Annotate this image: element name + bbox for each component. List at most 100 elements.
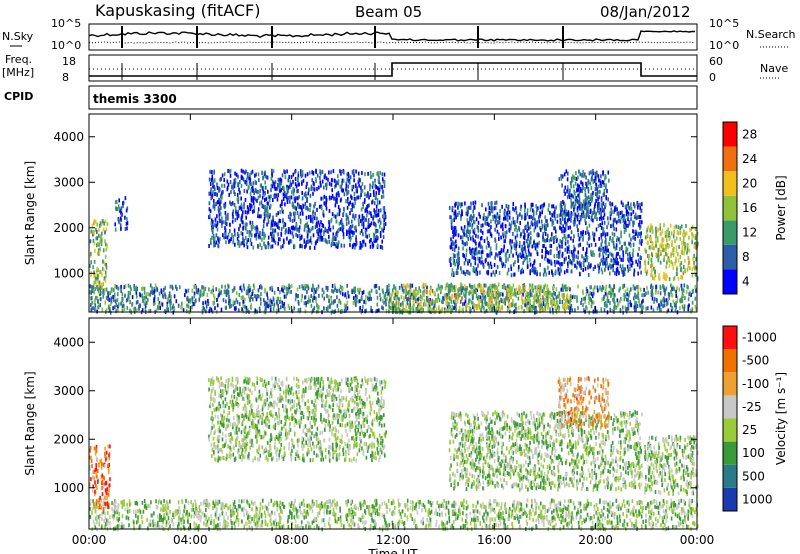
power-echo-6 [578, 169, 580, 174]
power-echo-0 [334, 286, 337, 291]
power-echo-5 [494, 255, 496, 260]
power-echo-3 [355, 169, 357, 174]
power-echo-3 [353, 191, 356, 196]
power-echo-5 [455, 215, 457, 220]
power-echo-5 [637, 231, 640, 236]
power-echo-3 [342, 178, 345, 183]
power-echo-5 [602, 251, 604, 256]
power-echo-5 [473, 214, 475, 218]
power-echo-5 [504, 216, 507, 221]
power-echo-5 [536, 242, 539, 247]
power-echo-5 [567, 261, 569, 266]
power-echo-5 [625, 204, 627, 209]
power-echo-3 [260, 214, 262, 219]
power-echo-5 [613, 257, 615, 262]
power-echo-5 [505, 251, 508, 256]
power-echo-0 [312, 298, 314, 303]
power-echo-4 [530, 285, 533, 290]
power-echo-5 [617, 218, 620, 223]
power-echo-7 [655, 234, 657, 238]
power-echo-0 [624, 289, 627, 294]
power-echo-0 [354, 297, 356, 302]
power-echo-0 [691, 300, 694, 305]
power-echo-3 [369, 239, 371, 244]
power-echo-3 [279, 219, 282, 224]
power-echo-5 [624, 220, 627, 225]
power-echo-5 [573, 204, 576, 209]
power-echo-7 [661, 237, 664, 242]
power-echo-4 [549, 294, 551, 299]
power-echo-5 [496, 229, 499, 234]
power-echo-3 [242, 236, 244, 241]
power-echo-5 [517, 267, 520, 272]
power-echo-0 [270, 304, 272, 309]
power-echo-5 [539, 212, 542, 216]
power-echo-5 [625, 223, 628, 228]
power-echo-1 [106, 222, 109, 227]
power-echo-3 [265, 175, 268, 180]
power-echo-4 [431, 307, 433, 312]
power-echo-5 [465, 248, 468, 253]
power-echo-layer [89, 168, 699, 315]
power-echo-0 [635, 307, 637, 312]
power-echo-5 [490, 265, 493, 269]
power-echo-0 [354, 294, 357, 299]
power-echo-0 [653, 299, 655, 304]
power-echo-0 [493, 303, 495, 308]
power-echo-5 [452, 252, 455, 257]
power-echo-5 [553, 210, 556, 215]
power-echo-5 [611, 231, 614, 236]
power-echo-0 [166, 304, 168, 309]
power-echo-0 [627, 302, 630, 307]
power-echo-0 [213, 293, 215, 298]
power-echo-0 [458, 309, 460, 314]
power-echo-5 [555, 239, 558, 243]
power-echo-0 [357, 287, 359, 292]
power-echo-3 [348, 174, 350, 179]
power-echo-6 [598, 210, 601, 215]
power-echo-5 [626, 247, 629, 252]
power-echo-0 [216, 298, 218, 302]
power-echo-0 [445, 283, 448, 288]
power-echo-0 [240, 296, 243, 300]
power-echo-4 [456, 290, 459, 295]
power-echo-6 [605, 185, 607, 190]
power-echo-0 [154, 283, 157, 288]
power-echo-5 [449, 263, 452, 267]
power-echo-3 [376, 234, 378, 239]
power-echo-4 [441, 299, 443, 304]
power-echo-0 [369, 293, 371, 298]
power-echo-5 [616, 236, 619, 241]
power-echo-5 [459, 202, 462, 207]
power-echo-3 [216, 183, 218, 188]
power-echo-0 [290, 284, 293, 289]
power-echo-3 [293, 196, 296, 201]
power-echo-6 [585, 195, 588, 200]
power-echo-4 [540, 299, 542, 304]
power-echo-6 [606, 189, 608, 194]
power-echo-3 [287, 214, 290, 219]
power-echo-0 [454, 302, 456, 307]
power-echo-3 [240, 196, 242, 201]
power-echo-3 [325, 197, 328, 202]
power-echo-3 [311, 178, 313, 182]
power-echo-5 [490, 219, 492, 224]
power-echo-3 [382, 214, 384, 219]
power-echo-3 [264, 205, 267, 209]
power-echo-0 [438, 298, 441, 303]
power-echo-0 [93, 300, 96, 305]
power-echo-5 [561, 229, 563, 234]
power-echo-3 [332, 225, 334, 230]
power-echo-5 [495, 269, 497, 274]
power-echo-3 [215, 192, 218, 197]
power-echo-0 [175, 299, 178, 304]
power-echo-0 [133, 284, 135, 288]
power-echo-3 [287, 196, 290, 201]
power-echo-5 [584, 258, 587, 263]
power-echo-4 [421, 308, 423, 313]
power-echo-3 [371, 200, 373, 205]
power-echo-0 [277, 296, 279, 301]
power-echo-6 [578, 197, 581, 202]
power-echo-2 [125, 221, 128, 226]
power-echo-6 [601, 206, 603, 211]
